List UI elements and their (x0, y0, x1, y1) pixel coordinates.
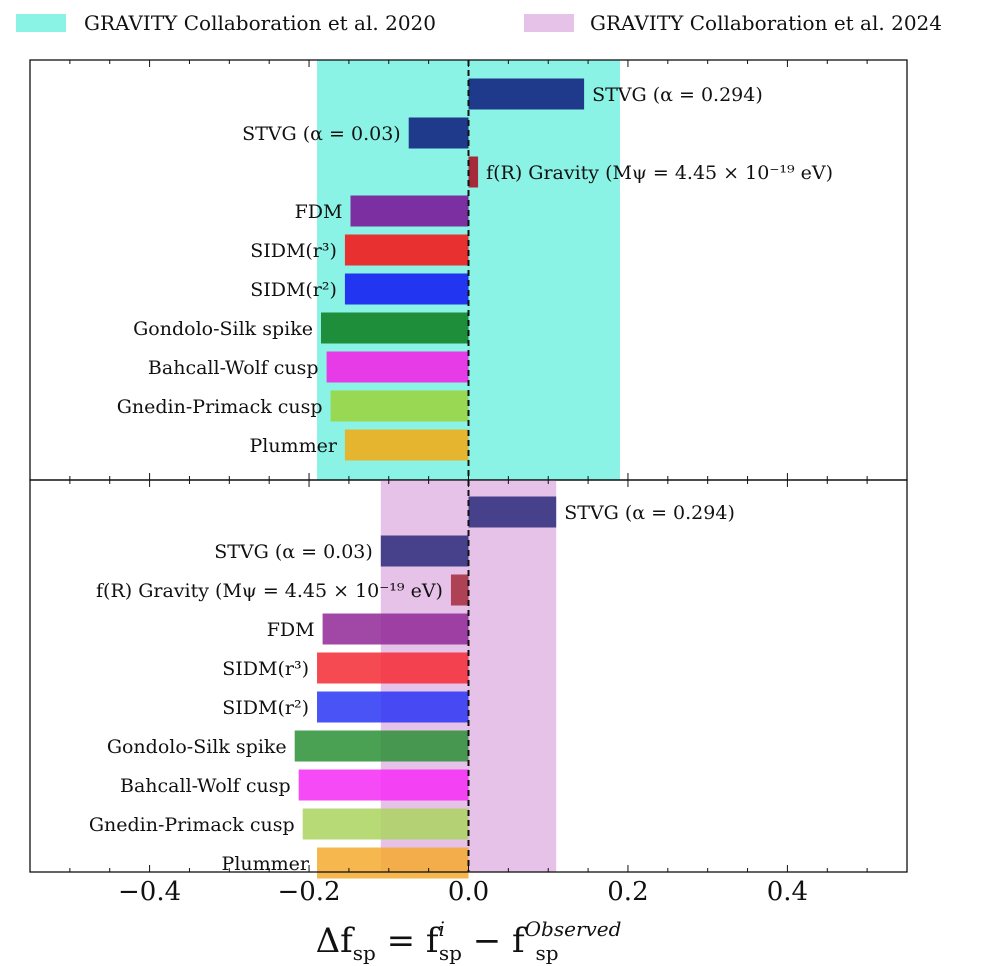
x-tick-label-3: 0.0 (448, 877, 489, 907)
bar-label-top-2: STVG (α = 0.03) (242, 123, 401, 145)
panel-top: STVG (α = 0.294) STVG (α = 0.03) f(R) Grav… (29, 59, 908, 481)
legend-swatch-1 (16, 14, 66, 32)
bar-top-8 (326, 351, 469, 383)
bar-top-7 (321, 312, 469, 344)
bar-top-4 (350, 195, 469, 227)
bar-label-bottom-7: Gondolo-Silk spike (107, 736, 287, 758)
bar-top-6 (344, 273, 469, 305)
bar-bottom-8 (298, 769, 469, 801)
bar-bottom-7 (294, 730, 469, 762)
bar-bottom-9 (302, 808, 469, 840)
bar-label-top-1: STVG (α = 0.294) (592, 84, 763, 106)
bar-bottom-4 (322, 613, 469, 645)
x-axis: −0.4 −0.2 0.0 0.2 0.4 (118, 877, 808, 907)
x-tick-label-4: 0.2 (607, 877, 648, 907)
bar-top-9 (330, 390, 469, 422)
bar-label-top-3: f(R) Gravity (Mψ = 4.45 × 10⁻¹⁹ eV) (486, 162, 833, 184)
bar-top-5 (344, 234, 469, 266)
bar-label-top-9: Gnedin-Primack cusp (117, 396, 323, 418)
bar-bottom-1 (468, 496, 557, 528)
x-axis-label: Δfsp = fi sp − fObserved sp (316, 917, 622, 965)
bar-label-bottom-6: SIDM(r²) (222, 697, 309, 719)
plot-panels: STVG (α = 0.294) STVG (α = 0.03) f(R) Grav… (29, 59, 908, 879)
bar-label-bottom-5: SIDM(r³) (222, 658, 309, 680)
bar-label-bottom-10: Plummer (222, 853, 310, 875)
bar-label-bottom-1: STVG (α = 0.294) (564, 502, 735, 524)
x-tick-label-5: 0.4 (767, 877, 808, 907)
bar-label-bottom-3: f(R) Gravity (Mψ = 4.45 × 10⁻¹⁹ eV) (96, 580, 443, 602)
bar-top-1 (468, 78, 585, 110)
panel-frame-bottom (29, 479, 908, 873)
bar-bottom-2 (380, 535, 469, 567)
x-tick-label-2: −0.2 (277, 877, 340, 907)
bar-label-top-7: Gondolo-Silk spike (133, 318, 313, 340)
bar-label-top-8: Bahcall-Wolf cusp (148, 357, 319, 379)
bar-label-bottom-2: STVG (α = 0.03) (214, 541, 373, 563)
bar-label-bottom-9: Gnedin-Primack cusp (89, 814, 295, 836)
bar-label-top-5: SIDM(r³) (250, 240, 337, 262)
bar-label-top-6: SIDM(r²) (250, 279, 337, 301)
bar-bottom-6 (317, 691, 469, 723)
bar-label-top-10: Plummer (249, 435, 337, 457)
legend-label-2: GRAVITY Collaboration et al. 2024 (590, 11, 942, 35)
bar-label-top-4: FDM (295, 201, 343, 223)
panel-bottom: STVG (α = 0.294) STVG (α = 0.03) f(R) Grav… (29, 479, 908, 879)
bar-top-10 (344, 429, 469, 461)
legend: GRAVITY Collaboration et al. 2020 GRAVITY… (16, 11, 942, 35)
bar-top-3 (468, 156, 479, 188)
bar-label-bottom-8: Bahcall-Wolf cusp (120, 775, 291, 797)
bar-top-2 (408, 117, 469, 149)
legend-label-1: GRAVITY Collaboration et al. 2020 (84, 11, 436, 35)
bar-bottom-5 (317, 652, 469, 684)
bar-label-bottom-4: FDM (267, 619, 315, 641)
bar-bottom-10 (317, 847, 469, 879)
x-tick-label-1: −0.4 (118, 877, 181, 907)
bar-bottom-3 (450, 574, 469, 606)
legend-swatch-2 (524, 14, 574, 32)
